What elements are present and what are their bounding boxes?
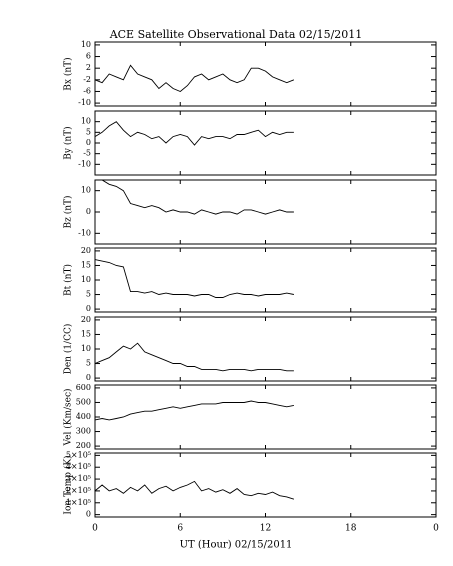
y-tick-label: 400 (76, 412, 91, 421)
y-tick-label: 0 (86, 304, 91, 313)
y-tick-label: 10 (81, 117, 91, 126)
y-tick-label: 300 (76, 427, 91, 436)
y-tick-label: 10 (81, 275, 91, 284)
y-tick-label: 6 (86, 52, 91, 61)
y-tick-label: 15 (81, 260, 91, 269)
panel-frame (94, 316, 437, 382)
y-tick-label: 0 (86, 207, 91, 216)
data-line (94, 259, 294, 298)
panel-frame (94, 110, 437, 176)
x-tick-label: 0 (92, 524, 98, 534)
x-tick-label: 0 (433, 524, 439, 534)
data-line (94, 480, 295, 500)
y-tick-label: 0 (86, 510, 91, 519)
y-tick-label: 10 (81, 186, 91, 195)
y-tick-label: -10 (78, 159, 91, 168)
data-line (94, 121, 294, 146)
x-axis-label: UT (Hour) 02/15/2011 (180, 540, 293, 551)
y-tick-label: -10 (78, 98, 91, 107)
panel-frame (94, 179, 437, 245)
x-tick-label: 12 (260, 524, 271, 534)
y-tick-label: 0 (86, 373, 91, 382)
y-tick-label: 2 (86, 63, 91, 72)
y-tick-label: 1×10⁵ (66, 498, 91, 507)
y-tick-label: 10 (81, 40, 91, 49)
data-line (94, 342, 294, 372)
panel-frame (94, 247, 437, 313)
x-tick-label: 18 (345, 524, 357, 534)
y-axis-label: Ion Temp (K) (63, 455, 74, 514)
y-tick-label: 10 (81, 344, 91, 353)
panel-frame (94, 41, 437, 107)
y-axis-label: Den (1/CC) (63, 324, 74, 375)
data-line (95, 179, 294, 215)
panel-frame (94, 384, 437, 450)
data-line (94, 400, 294, 421)
y-tick-label: 3×10⁵ (66, 474, 91, 483)
y-tick-label: 5 (86, 127, 91, 136)
y-tick-label: 2×10⁵ (66, 486, 91, 495)
y-tick-label: 600 (76, 383, 91, 392)
y-axis-label: Bt (nT) (63, 264, 74, 296)
y-axis-label: By (nT) (63, 126, 74, 159)
y-tick-label: 0 (86, 138, 91, 147)
panel-frame (94, 452, 437, 518)
y-tick-label: -10 (78, 228, 91, 237)
y-axis-label: Bx (nT) (63, 57, 74, 90)
y-tick-label: 200 (76, 441, 91, 450)
y-tick-label: 5 (86, 290, 91, 299)
y-tick-label: 500 (76, 397, 91, 406)
y-tick-label: -5 (83, 149, 91, 158)
y-tick-label: 4×10⁵ (66, 462, 91, 471)
y-tick-label: 20 (81, 246, 91, 255)
y-axis-label: Bz (nT) (63, 195, 74, 228)
y-tick-label: 15 (81, 329, 91, 338)
y-tick-label: 5×10⁵ (66, 450, 91, 459)
y-tick-label: 20 (81, 315, 91, 324)
y-axis-label: Vel (Km/sec) (63, 388, 74, 446)
x-tick-label: 6 (177, 524, 183, 534)
chart-title: ACE Satellite Observational Data 02/15/2… (109, 28, 363, 41)
y-tick-label: -2 (83, 75, 91, 84)
data-line (94, 64, 295, 93)
y-tick-label: 5 (86, 359, 91, 368)
y-tick-label: -6 (83, 86, 91, 95)
